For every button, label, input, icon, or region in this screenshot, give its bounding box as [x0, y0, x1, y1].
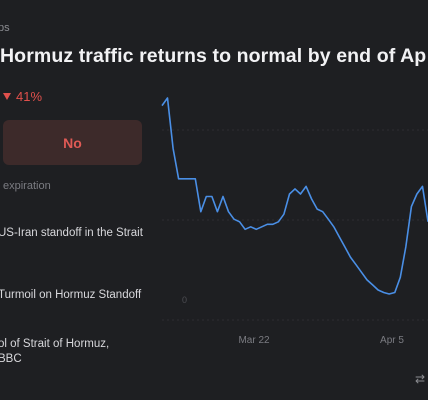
- news-item-text: ol of Strait of Hormuz,: [0, 338, 110, 350]
- news-item-text: Turmoil on Hormuz Standoff: [0, 289, 142, 301]
- no-button[interactable]: No: [3, 120, 142, 165]
- y-tick-label: 0: [182, 295, 187, 305]
- price-series-line: [161, 97, 428, 295]
- price-change-value: 41%: [16, 89, 43, 104]
- down-triangle-icon: [3, 93, 11, 100]
- x-tick-label: Apr 5: [380, 335, 404, 346]
- news-item[interactable]: US-Iran standoff in the Strait: [0, 226, 143, 241]
- news-item[interactable]: Turmoil on Hormuz Standoff: [0, 288, 141, 303]
- page-title: Hormuz traffic returns to normal by end …: [0, 45, 427, 67]
- chart-gridlines: [162, 129, 428, 321]
- x-tick-label: Mar 22: [238, 335, 270, 346]
- price-chart[interactable]: Mar 22 Apr 5 0: [150, 80, 428, 360]
- news-item-text: US-Iran standoff in the Strait: [0, 227, 143, 239]
- news-item-source: BBC: [0, 353, 22, 365]
- expiration-label: expiration: [3, 180, 51, 192]
- price-change: 41%: [3, 89, 42, 104]
- news-item[interactable]: ol of Strait of Hormuz, BBC: [0, 337, 109, 367]
- breadcrumb[interactable]: ps: [0, 22, 10, 34]
- repeat-icon[interactable]: ⇄: [415, 372, 426, 386]
